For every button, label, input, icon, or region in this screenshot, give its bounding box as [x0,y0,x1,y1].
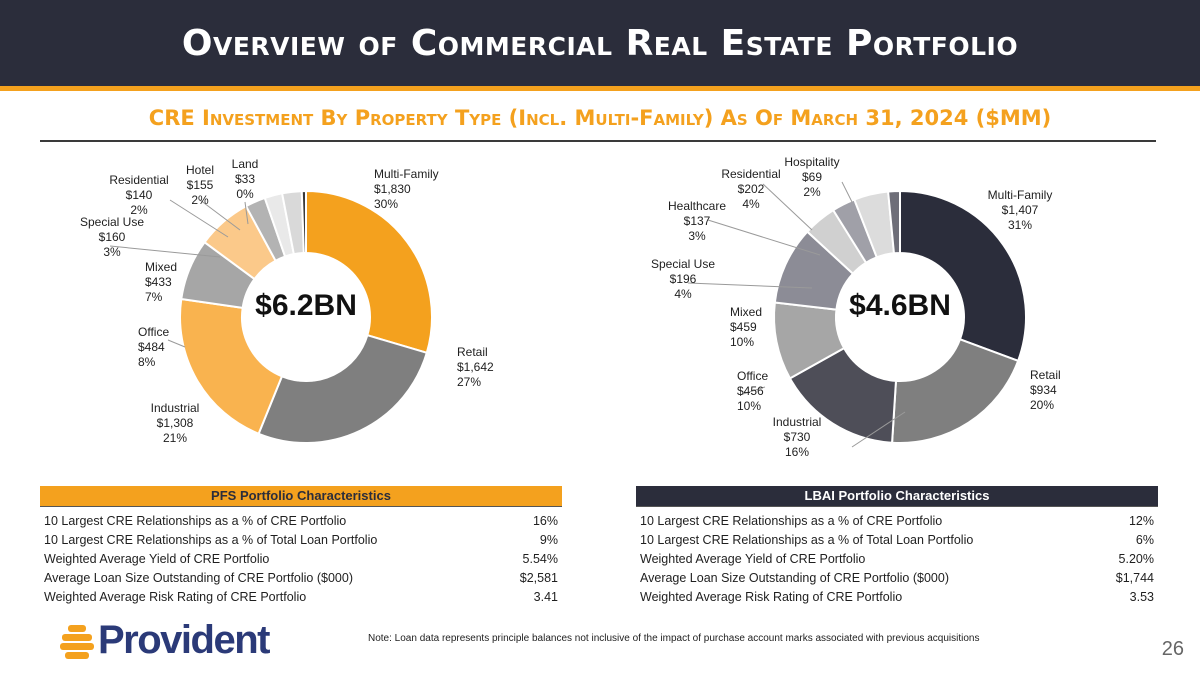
pfs-row-value: 9% [539,532,558,547]
pfs-label-land: Land $33 0% [232,157,259,201]
footnote: Note: Loan data represents principle bal… [368,633,980,644]
pfs-characteristics-table: 10 Largest CRE Relationships as a % of C… [40,506,562,606]
pfs-row-value: 5.54% [522,551,558,566]
lbai-label-office: Office $456 10% [737,369,768,413]
pfs-row-label: 10 Largest CRE Relationships as a % of C… [44,513,347,528]
lbai-row-label: Average Loan Size Outstanding of CRE Por… [640,570,949,585]
pfs-row-value: 3.41 [533,589,558,604]
lbai-table-row: Weighted Average Yield of CRE Portfolio 5… [636,549,1158,568]
pfs-row-label: Weighted Average Yield of CRE Portfolio [44,551,270,566]
pfs-leader-line [167,339,186,348]
leader-lines [109,181,906,448]
pfs-table-row: 10 Largest CRE Relationships as a % of C… [40,511,562,530]
pfs-leader-line [244,201,249,225]
pfs-label-hotel: Hotel $155 2% [186,163,214,207]
lbai-label-residential: Residential $202 4% [721,167,780,211]
pfs-total-label: $6.2BN [255,289,357,322]
pfs-label-office: Office $484 8% [138,325,169,369]
lbai-label-healthcare: Healthcare $137 3% [668,199,726,243]
lbai-leader-line [707,219,821,256]
provident-logo-icon [60,623,94,661]
page-number: 26 [1161,638,1184,660]
lbai-characteristics-table: 10 Largest CRE Relationships as a % of C… [636,506,1158,606]
pfs-leader-line [109,245,221,258]
pfs-table-row: 10 Largest CRE Relationships as a % of T… [40,530,562,549]
pfs-table-row: Weighted Average Yield of CRE Portfolio 5… [40,549,562,568]
pfs-label-mixed: Mixed $433 7% [145,260,177,304]
pfs-row-value: 16% [532,513,558,528]
pfs-slice-multi-family [305,189,433,355]
lbai-row-value: 3.53 [1129,589,1154,604]
lbai-table-row: Weighted Average Risk Rating of CRE Port… [636,587,1158,606]
lbai-leader-line [687,282,813,289]
lbai-panel-header: LBAI Portfolio Characteristics [636,486,1158,506]
lbai-label-mixed: Mixed $459 10% [730,305,762,349]
pfs-table-row: Weighted Average Risk Rating of CRE Port… [40,587,562,606]
lbai-label-hospitality: Hospitality $69 2% [784,155,839,199]
pfs-row-label: 10 Largest CRE Relationships as a % of T… [44,532,378,547]
pfs-label-industrial: Industrial $1,308 21% [151,401,200,445]
lbai-leader-line [851,411,906,448]
lbai-row-label: 10 Largest CRE Relationships as a % of C… [640,513,943,528]
pfs-characteristics-panel: PFS Portfolio Characteristics 10 Largest… [40,486,562,606]
lbai-leader-line [841,181,853,203]
lbai-label-special-use: Special Use $196 4% [651,257,715,301]
pfs-slice-land [300,189,307,255]
lbai-row-label: Weighted Average Risk Rating of CRE Port… [640,589,903,604]
lbai-table-row: 10 Largest CRE Relationships as a % of T… [636,530,1158,549]
lbai-row-label: Weighted Average Yield of CRE Portfolio [640,551,866,566]
lbai-slice-retail [891,337,1020,444]
lbai-table-row: 10 Largest CRE Relationships as a % of C… [636,511,1158,530]
lbai-slice-hospitality [887,189,901,255]
slice-labels: Multi-Family $1,830 30% Retail $1,642 27% Indu… [80,155,1061,459]
pfs-table-row: Average Loan Size Outstanding of CRE Por… [40,568,562,587]
pfs-label-residential: Residential $140 2% [109,173,168,217]
pfs-leader-line [169,199,229,238]
pfs-slice-retail [257,333,429,444]
lbai-slice-multi-family [899,189,1027,363]
page-title: Overview of Commercial Real Estate Portf… [181,22,1019,64]
pfs-label-retail: Retail $1,642 27% [457,345,494,389]
lbai-characteristics-panel: LBAI Portfolio Characteristics 10 Larges… [636,486,1158,606]
pfs-leader-line [199,199,241,231]
lbai-leader-line [739,386,766,396]
title-underline [0,86,1200,91]
pfs-label-special-use: Special Use $160 3% [80,215,144,259]
pfs-row-label: Weighted Average Risk Rating of CRE Port… [44,589,307,604]
lbai-row-value: 5.20% [1118,551,1154,566]
pfs-donut [179,189,433,444]
provident-logo-text: Provident [98,618,270,662]
title-bar [0,0,1200,86]
lbai-label-multi-family: Multi-Family $1,407 31% [988,188,1053,232]
pfs-row-value: $2,581 [519,570,558,585]
lbai-label-industrial: Industrial $730 16% [773,415,822,459]
lbai-leader-line [762,183,813,231]
chart-subtitle: CRE Investment By Property Type (Incl. M… [148,106,1052,130]
subtitle-divider [40,140,1156,142]
lbai-row-value: 6% [1135,532,1154,547]
lbai-donut [773,189,1027,444]
provident-logo: Provident [60,618,290,664]
pfs-row-label: Average Loan Size Outstanding of CRE Por… [44,570,353,585]
pfs-slice-industrial [179,297,284,436]
pfs-label-multi-family: Multi-Family $1,830 30% [374,167,439,211]
lbai-row-value: $1,744 [1115,570,1154,585]
pfs-panel-header: PFS Portfolio Characteristics [40,486,562,506]
lbai-label-retail: Retail $934 20% [1030,368,1061,412]
lbai-row-value: 12% [1128,513,1154,528]
lbai-table-row: Average Loan Size Outstanding of CRE Por… [636,568,1158,587]
lbai-total-label: $4.6BN [849,289,951,322]
donut-charts: Multi-Family $1,830 30% Retail $1,642 27% Indu… [80,155,1061,459]
lbai-row-label: 10 Largest CRE Relationships as a % of T… [640,532,974,547]
